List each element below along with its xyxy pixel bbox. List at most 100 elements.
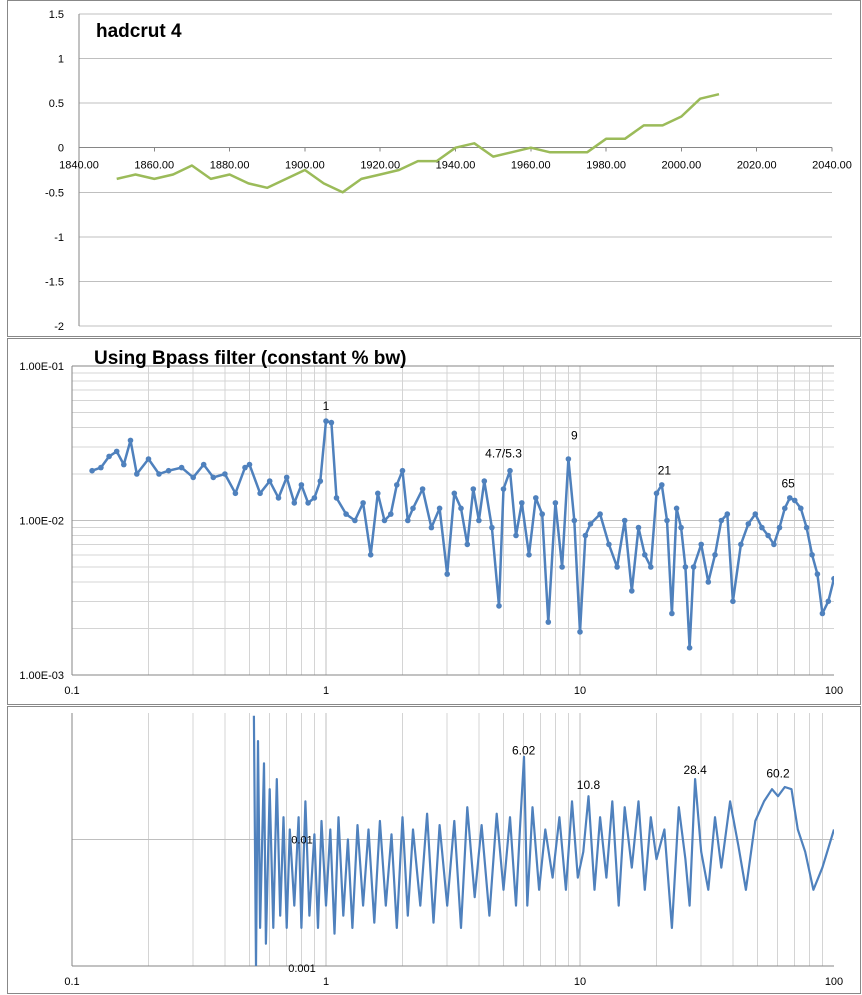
data-point (266, 478, 273, 484)
data-point (712, 552, 718, 558)
x-tick-label: 1980.00 (586, 160, 626, 172)
data-point (552, 500, 559, 506)
data-point (513, 532, 519, 539)
data-point (787, 495, 793, 501)
y-tick-label: -2 (54, 321, 64, 333)
data-point (571, 517, 578, 524)
chart-panel-bpass: 0.1 1 10 100 1 4.7/5.3 9 21 65 1.00E-01 1.00E-02 1.… (0, 338, 862, 706)
y-tick-label: 1.00E-01 (19, 361, 64, 373)
data-point (765, 532, 771, 539)
data-point (328, 419, 335, 426)
x-tick-label: 0.1 (64, 685, 79, 697)
y-tick-label: -0.5 (45, 187, 64, 199)
y-tick-label: 0.01 (291, 835, 312, 847)
data-point (698, 541, 704, 548)
data-point (200, 461, 207, 468)
x-tick-label: 1960.00 (511, 160, 551, 172)
data-point (470, 486, 477, 492)
data-point (673, 505, 680, 512)
data-point (496, 603, 502, 609)
x-tick-label: 2000.00 (662, 160, 702, 172)
data-point (352, 517, 358, 524)
x-tick-label: 2040.00 (812, 160, 852, 172)
data-point (367, 552, 374, 558)
data-point (275, 495, 282, 501)
data-point (481, 478, 488, 484)
data-point (190, 474, 196, 481)
chart-title: Using Bpass filter (constant % bw) (94, 348, 406, 369)
y-tick-label: 0.001 (288, 963, 316, 975)
data-point (242, 464, 248, 471)
data-point (410, 505, 416, 512)
data-point (134, 471, 140, 477)
series-line (116, 92, 720, 194)
data-point (222, 471, 228, 477)
y-tick-label: 0.5 (49, 98, 64, 110)
data-point (291, 500, 298, 506)
data-point (232, 490, 239, 497)
data-point (798, 505, 804, 512)
x-tick-label: 2020.00 (737, 160, 777, 172)
y-tick-label: -1.5 (45, 276, 64, 288)
data-point (809, 552, 815, 558)
data-point (388, 511, 394, 517)
x-tick-label: 1860.00 (134, 160, 174, 172)
data-point (776, 524, 783, 531)
data-point (436, 505, 443, 512)
data-point (305, 500, 311, 506)
series-group (89, 418, 834, 651)
data-point (156, 471, 162, 477)
data-point (283, 474, 290, 481)
data-point (597, 511, 603, 517)
series-line (91, 419, 834, 650)
data-point (686, 645, 693, 651)
data-point (705, 579, 712, 585)
data-point (257, 490, 263, 497)
y-tick-label: -1 (54, 232, 64, 244)
data-point (653, 490, 660, 497)
x-tick-label: 10 (574, 685, 586, 697)
data-point (323, 418, 329, 424)
data-point (565, 456, 572, 462)
data-point (317, 478, 324, 484)
data-annotation: 9 (571, 428, 578, 442)
data-point (587, 521, 594, 527)
x-tick-label: 1940.00 (436, 160, 476, 172)
data-annotation: 21 (658, 464, 672, 478)
data-point (458, 505, 464, 512)
chart-frame (7, 0, 861, 337)
data-point (127, 437, 134, 444)
data-point (606, 541, 612, 548)
x-tick-label: 1900.00 (285, 160, 325, 172)
data-point (648, 564, 654, 570)
data-point (745, 521, 752, 527)
x-tick-label: 1920.00 (360, 160, 400, 172)
data-point (669, 610, 675, 617)
data-point (333, 495, 340, 501)
data-point (682, 564, 689, 570)
data-point (444, 571, 451, 577)
x-tick-label: 0.1 (64, 976, 79, 988)
chart-panel-spectrum: 0.1 1 10 100 6.02 10.8 28.4 60.2 0.01 0.001 (0, 706, 862, 995)
y-tick-label: 1.00E-03 (19, 670, 64, 682)
data-point (724, 511, 731, 517)
data-annotation: 60.2 (766, 766, 790, 780)
y-tick-label: 1 (58, 54, 64, 66)
data-point (738, 541, 744, 548)
data-point (394, 482, 400, 488)
data-point (246, 461, 253, 468)
x-tick-label: 10 (574, 976, 586, 988)
data-point (533, 495, 539, 501)
data-point (814, 571, 821, 577)
y-tick-label: 0 (58, 143, 64, 155)
data-point (831, 575, 834, 582)
series-group (252, 715, 834, 966)
data-annotation: 6.02 (512, 743, 536, 757)
x-tick-label: 100 (825, 685, 843, 697)
series-line (252, 715, 834, 966)
data-point (614, 564, 620, 570)
y-tick-label: 1.00E-02 (19, 516, 64, 528)
data-point (311, 495, 318, 501)
data-point (539, 511, 545, 517)
data-point (582, 532, 589, 539)
